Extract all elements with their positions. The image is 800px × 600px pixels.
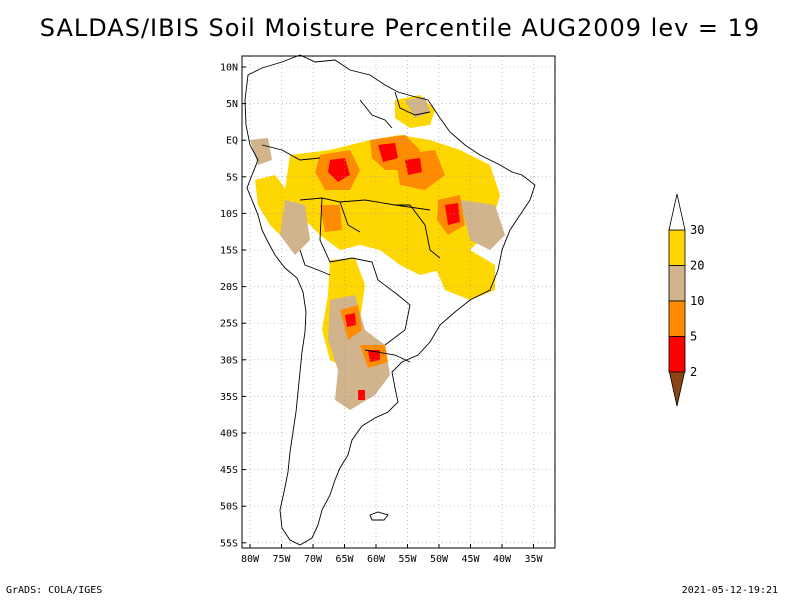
colorbar-label: 10 (690, 294, 704, 308)
footer-timestamp: 2021-05-12-19:21 (681, 585, 778, 596)
fill-patch-red (405, 158, 422, 175)
colorbar-label: 5 (690, 330, 697, 344)
colorbar-upper-triangle (668, 193, 686, 231)
lat-tick-label: 45S (220, 465, 238, 476)
colorbar-segment (668, 300, 686, 337)
lat-tick-label: 40S (220, 429, 238, 440)
lat-tick-label: 35S (220, 392, 238, 403)
lat-tick-label: EQ (226, 136, 238, 147)
lat-tick-label: 5S (226, 172, 238, 183)
lat-tick-label: 25S (220, 319, 238, 330)
fill-patch-tan (280, 200, 310, 255)
map-axes: 10N5NEQ5S10S15S20S25S30S35S40S45S50S55S … (220, 55, 556, 565)
colorbar-segment (668, 265, 686, 302)
fill-patch-red (368, 350, 380, 362)
fill-patch-tan (328, 295, 390, 410)
lat-tick-label: 15S (220, 246, 238, 257)
fill-patch-red (358, 390, 365, 400)
fill-patch-tan (405, 97, 430, 118)
fill-patch-red (345, 313, 356, 327)
fill-patch-tan (250, 138, 272, 165)
lat-tick-label: 50S (220, 502, 238, 513)
fill-patch-red (378, 143, 398, 162)
fill-patch-orange (320, 205, 342, 232)
lat-tick-label: 10S (220, 209, 238, 220)
footer-credit: GrADS: COLA/IGES (6, 585, 103, 596)
lon-tick-label: 45W (461, 554, 480, 565)
lon-tick-label: 65W (335, 554, 354, 565)
lon-tick-label: 70W (304, 554, 323, 565)
colorbar-segment (668, 229, 686, 266)
falkland-islands (369, 511, 389, 521)
country-borders (261, 91, 441, 363)
colorbar: 30 20 10 5 2 (668, 193, 704, 407)
lat-tick-label: 20S (220, 282, 238, 293)
lon-tick-label: 35W (524, 554, 543, 565)
lon-tick-label: 40W (493, 554, 512, 565)
lon-tick-label: 80W (241, 554, 260, 565)
lon-tick-label: 50W (430, 554, 449, 565)
lon-tick-label: 60W (367, 554, 386, 565)
colorbar-segment (668, 336, 686, 373)
soil-moisture-fill-layer (250, 95, 505, 410)
lat-tick-label: 55S (220, 538, 238, 549)
lat-tick-label: 5N (226, 99, 238, 110)
lat-tick-label: 10N (220, 63, 238, 74)
lon-tick-label: 55W (398, 554, 417, 565)
fill-patch-yellow (430, 250, 495, 300)
graticule (242, 56, 555, 548)
fill-patch-red (445, 203, 460, 225)
coastline-borders (244, 54, 536, 546)
colorbar-label: 2 (690, 365, 697, 379)
colorbar-lower-triangle (668, 369, 686, 407)
lon-tick-label: 75W (272, 554, 291, 565)
colorbar-label: 20 (690, 259, 704, 273)
map-frame (241, 55, 556, 549)
fill-patch-tan (460, 200, 505, 250)
map-title: SALDAS/IBIS Soil Moisture Percentile AUG… (39, 14, 761, 42)
lat-tick-label: 30S (220, 355, 238, 366)
south-america-coastline (244, 54, 536, 546)
colorbar-label: 30 (690, 223, 704, 237)
